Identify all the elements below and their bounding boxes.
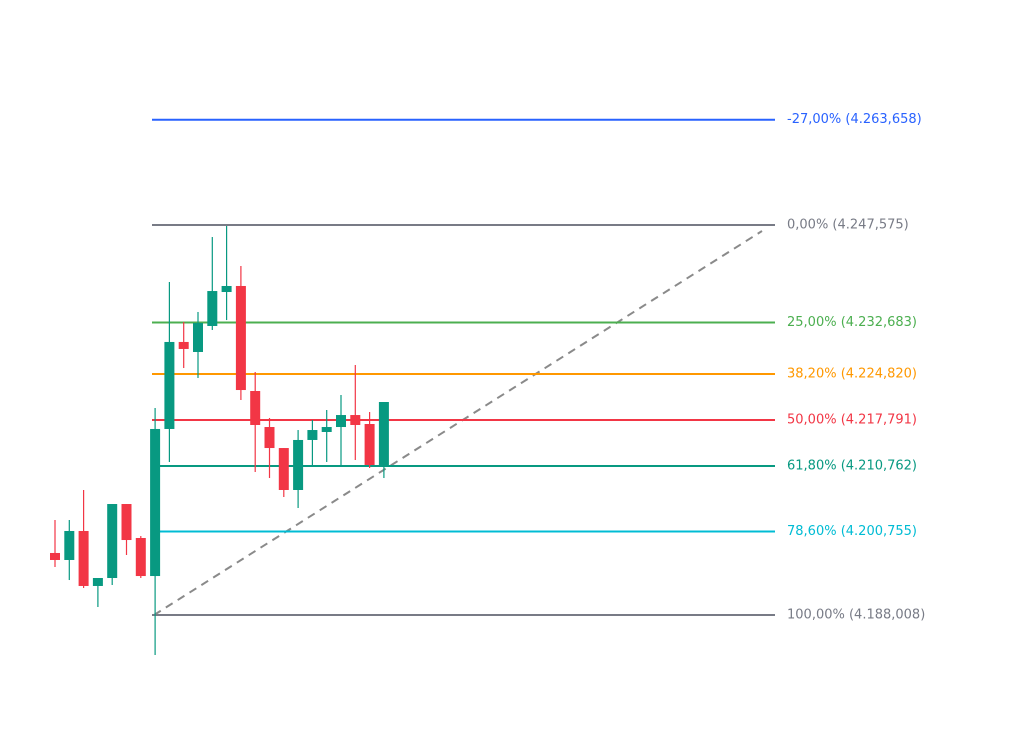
- fib-level-label: 0,00% (4.247,575): [787, 218, 909, 233]
- candle-body: [221, 285, 232, 293]
- fib-level-label: 100,00% (4.188,008): [787, 608, 925, 623]
- candle-body: [336, 415, 346, 428]
- fib-level-label: 38,20% (4.224,820): [787, 366, 917, 381]
- candle-body: [150, 428, 161, 577]
- candle-body: [178, 341, 189, 349]
- candle-body: [293, 439, 304, 490]
- fib-level-label: 78,60% (4.200,755): [787, 524, 917, 539]
- candle-body: [307, 430, 318, 440]
- candle-body: [64, 530, 75, 560]
- candle-body: [121, 504, 132, 541]
- candle-body: [378, 402, 389, 465]
- candle-body: [321, 427, 332, 432]
- fib-level-label: 25,00% (4.232,683): [787, 315, 917, 330]
- fib-level-label: 61,80% (4.210,762): [787, 459, 917, 474]
- candle-body: [278, 448, 289, 490]
- candle-body: [350, 415, 361, 425]
- candle-body: [135, 537, 146, 577]
- fib-level-label: -27,00% (4.263,658): [787, 112, 922, 127]
- candle-body: [164, 341, 175, 429]
- trend-line: [153, 230, 763, 616]
- candle-body: [92, 577, 103, 586]
- candle-body: [264, 427, 275, 449]
- fib-level-label: 50,00% (4.217,791): [787, 413, 917, 428]
- candle-body: [364, 424, 375, 465]
- candle-body: [193, 322, 203, 352]
- candle-body: [235, 285, 246, 391]
- candle-body: [107, 504, 118, 578]
- candle-body: [78, 530, 89, 586]
- candle-body: [207, 291, 218, 326]
- candle-body: [50, 552, 60, 560]
- candle-body: [250, 391, 261, 425]
